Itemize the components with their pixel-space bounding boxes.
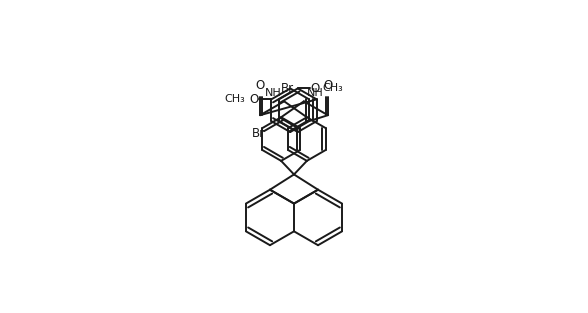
Text: O: O xyxy=(310,82,320,95)
Text: NH: NH xyxy=(307,88,323,98)
Text: O: O xyxy=(249,93,259,106)
Text: CH₃: CH₃ xyxy=(323,84,343,94)
Text: Br: Br xyxy=(281,82,294,95)
Text: O: O xyxy=(256,80,265,92)
Text: NH: NH xyxy=(265,88,281,98)
Text: Br: Br xyxy=(252,127,265,140)
Text: O: O xyxy=(323,80,332,92)
Text: CH₃: CH₃ xyxy=(225,94,246,104)
